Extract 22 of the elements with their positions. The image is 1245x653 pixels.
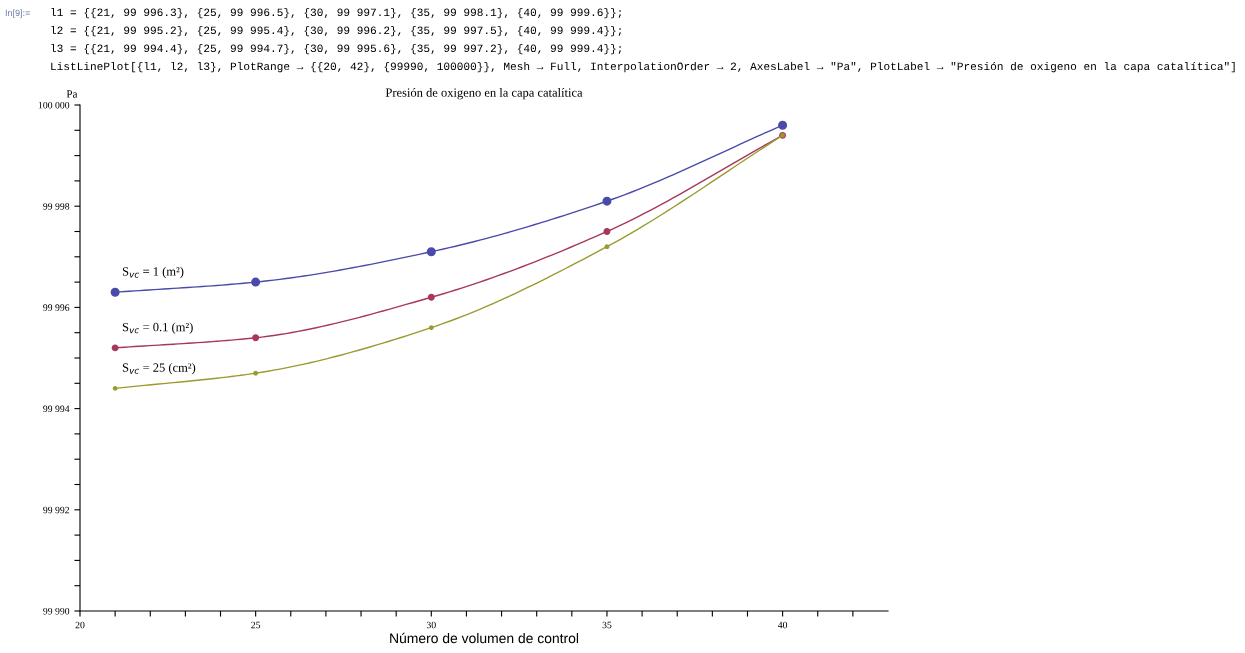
series-label: S$_{vc}$ = 1 (m²) — [122, 266, 184, 279]
y-tick-label: 99 994 — [43, 405, 70, 413]
text: ListLinePlot[{l1, l2, l3}, PlotRange → {{20, 42}, {99990, 100000}}, Mesh → Full, InterpolationOrder → 2, AxesLabel → "Pa", PlotLabel → "Presión de oxigeno en la capa catalítica"] — [51, 61, 1235, 73]
y-tick-label: 100 000 — [38, 101, 70, 109]
text: l1 = {{21, 99 996.3}, {25, 99 996.5}, {30, 99 997.1}, {35, 99 998.1}, {40, 99 999.6}}; — [51, 7, 622, 19]
text: l3 = {{21, 99 994.4}, {25, 99 994.7}, {30, 99 995.6}, {35, 99 997.2}, {40, 99 999.4}}; — [51, 43, 622, 55]
x-tick-label: 30 — [426, 621, 436, 629]
x-axis-title: Número de volumen de control — [390, 632, 579, 644]
x-tick-label: 20 — [75, 621, 85, 629]
x-tick-label: 25 — [251, 621, 261, 629]
y-tick-label: 99 998 — [43, 203, 70, 210]
y-tick-label: 99 990 — [43, 607, 70, 615]
x-tick-label: 40 — [777, 621, 788, 629]
y-axis-title: Pa — [66, 90, 78, 98]
y-tick-label: 99 992 — [43, 506, 70, 514]
text: In[9]:= — [5, 9, 30, 18]
series-label: S$_{vc}$ = 0.1 (m²) — [122, 322, 193, 334]
chart-title: Presión de oxigeno en la capa catalítica — [385, 87, 583, 100]
text: l2 = {{21, 99 995.2}, {25, 99 995.4}, {30, 99 996.2}, {35, 99 997.5}, {40, 99 999.4}}; — [51, 25, 622, 37]
series-label: S$_{vc}$ = 25 (cm²) — [122, 362, 196, 375]
y-tick-label: 99 996 — [43, 304, 70, 311]
x-tick-label: 35 — [602, 621, 612, 629]
